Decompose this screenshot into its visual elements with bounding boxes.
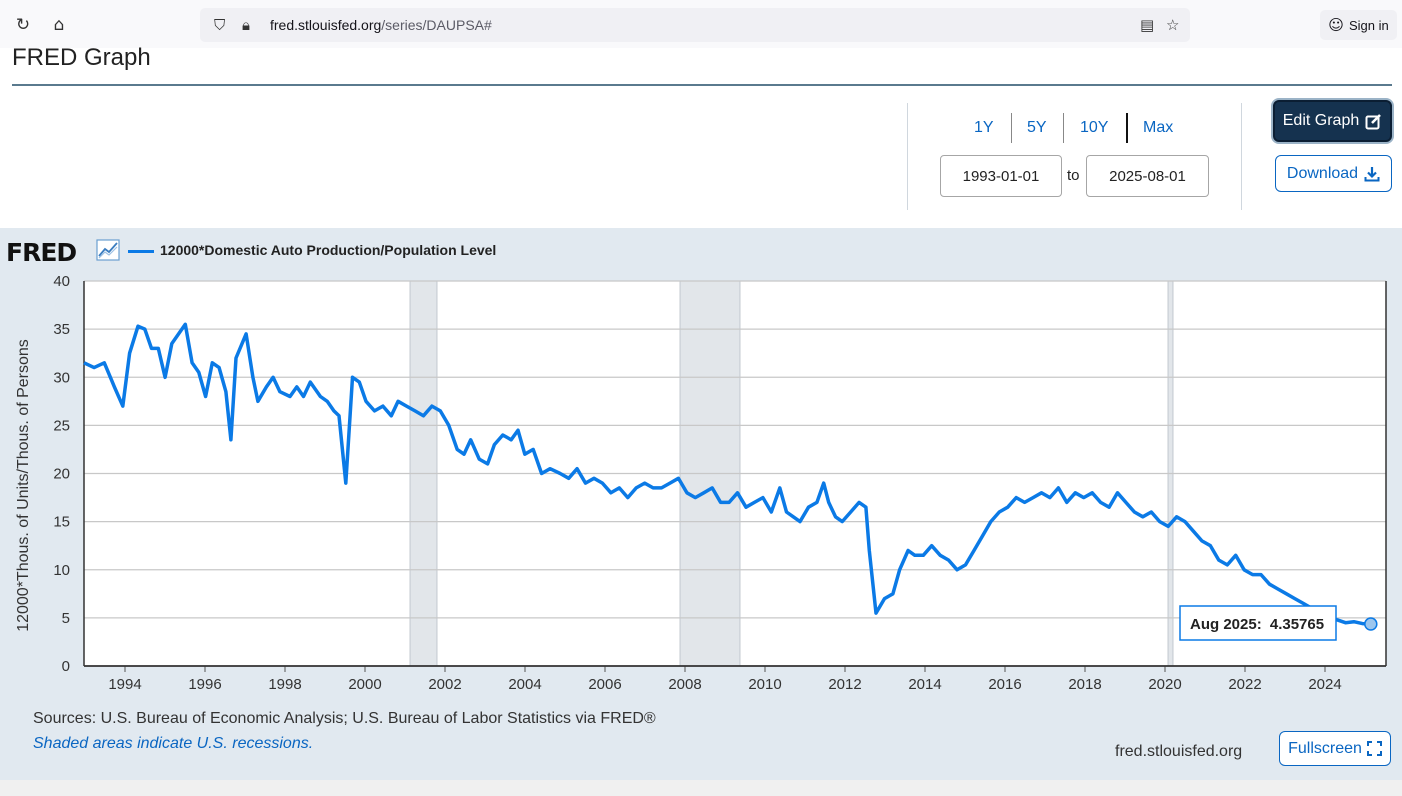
y-tick-label: 0: [62, 658, 70, 675]
url-text[interactable]: fred.stlouisfed.org/series/DAUPSA#: [270, 17, 492, 33]
x-tick-label: 2004: [508, 676, 541, 693]
x-tick-label: 2014: [908, 676, 941, 693]
tooltip-value: 4.35765: [1270, 616, 1324, 633]
download-button[interactable]: Download: [1275, 155, 1392, 192]
x-tick-label: 2000: [348, 676, 381, 693]
fullscreen-button[interactable]: Fullscreen: [1279, 731, 1391, 766]
y-axis-title: 12000*Thous. of Units/Thous. of Persons: [15, 339, 32, 632]
edit-icon: [1365, 113, 1382, 129]
shield-icon[interactable]: ⛉: [214, 16, 226, 34]
range-separator: [1011, 113, 1012, 143]
to-label: to: [1067, 167, 1080, 184]
y-tick-label: 40: [53, 273, 70, 290]
divider: [907, 103, 908, 210]
divider: [1241, 103, 1242, 210]
site-label: fred.stlouisfed.org: [1115, 743, 1243, 760]
x-tick-label: 1998: [268, 676, 301, 693]
fred-logo: FRED: [6, 238, 77, 267]
x-tick-label: 2024: [1308, 676, 1341, 693]
x-tick-label: 2022: [1228, 676, 1261, 693]
sources-text: Sources: U.S. Bureau of Economic Analysi…: [33, 710, 656, 727]
y-tick-label: 5: [62, 610, 70, 627]
line-chart[interactable]: 0 5 10 15 20 25 30 35 40 1994 1996 1998 2000 2002 2004…: [0, 228, 1402, 780]
y-tick-label: 10: [53, 562, 70, 579]
recession-note-link[interactable]: Shaded areas indicate U.S. recessions.: [33, 735, 314, 752]
edit-graph-button[interactable]: Edit Graph: [1273, 100, 1392, 142]
browser-toolbar: ↻ ⌂ ⛉ 🔒︎ fred.stlouisfed.org/series/DAUP…: [0, 0, 1402, 48]
legend-label: 12000*Domestic Auto Production/Populatio…: [160, 242, 497, 258]
range-10y-button[interactable]: 10Y: [1080, 119, 1109, 136]
x-tick-label: 2002: [428, 676, 461, 693]
end-date-input[interactable]: 2025-08-01: [1086, 155, 1209, 197]
y-tick-label: 15: [53, 514, 70, 531]
range-5y-button[interactable]: 5Y: [1027, 119, 1047, 136]
y-tick-label: 20: [53, 466, 70, 483]
range-1y-button[interactable]: 1Y: [974, 119, 994, 136]
x-tick-label: 2010: [748, 676, 781, 693]
page-title: FRED Graph: [12, 44, 151, 71]
address-bar[interactable]: ⛉ 🔒︎ fred.stlouisfed.org/series/DAUPSA# …: [200, 8, 1190, 42]
x-tick-label: 2018: [1068, 676, 1101, 693]
tooltip-label: Aug 2025:: [1190, 616, 1266, 633]
page-footer-strip: [0, 780, 1402, 796]
reload-icon[interactable]: ↻: [15, 15, 31, 35]
fullscreen-icon: [1366, 741, 1382, 756]
lock-icon[interactable]: 🔒︎: [242, 16, 250, 34]
series-line: [83, 322, 1371, 626]
home-icon[interactable]: ⌂: [53, 15, 65, 35]
range-separator: [1063, 113, 1064, 143]
graph-panel: 0 5 10 15 20 25 30 35 40 1994 1996 1998 2000 2002 2004…: [0, 228, 1402, 780]
x-tick-label: 2020: [1148, 676, 1181, 693]
fred-chart-icon: [96, 239, 120, 261]
bookmark-star-icon[interactable]: ☆: [1166, 16, 1180, 34]
tooltip-text: Aug 2025: 4.35765: [1190, 616, 1324, 633]
y-tick-label: 25: [53, 417, 70, 434]
tooltip-box: [1179, 605, 1337, 641]
x-tick-label: 2006: [588, 676, 621, 693]
account-icon: ☺: [1328, 16, 1344, 34]
legend-swatch: [128, 250, 154, 253]
series-last-point: [1364, 617, 1378, 631]
x-tick-label: 2008: [668, 676, 701, 693]
download-icon: [1364, 166, 1380, 181]
x-tick-label: 2016: [988, 676, 1021, 693]
sign-in-button[interactable]: ☺ Sign in: [1320, 10, 1397, 40]
x-tick-label: 1996: [188, 676, 221, 693]
x-tick-label: 1994: [108, 676, 141, 693]
start-date-input[interactable]: 1993-01-01: [940, 155, 1062, 197]
y-tick-label: 30: [53, 369, 70, 386]
x-tick-label: 2012: [828, 676, 861, 693]
range-separator: [1126, 113, 1128, 143]
title-divider: [12, 84, 1392, 86]
reader-view-icon[interactable]: ▤: [1140, 16, 1155, 34]
y-tick-label: 35: [53, 321, 70, 338]
range-max-button[interactable]: Max: [1143, 119, 1174, 136]
